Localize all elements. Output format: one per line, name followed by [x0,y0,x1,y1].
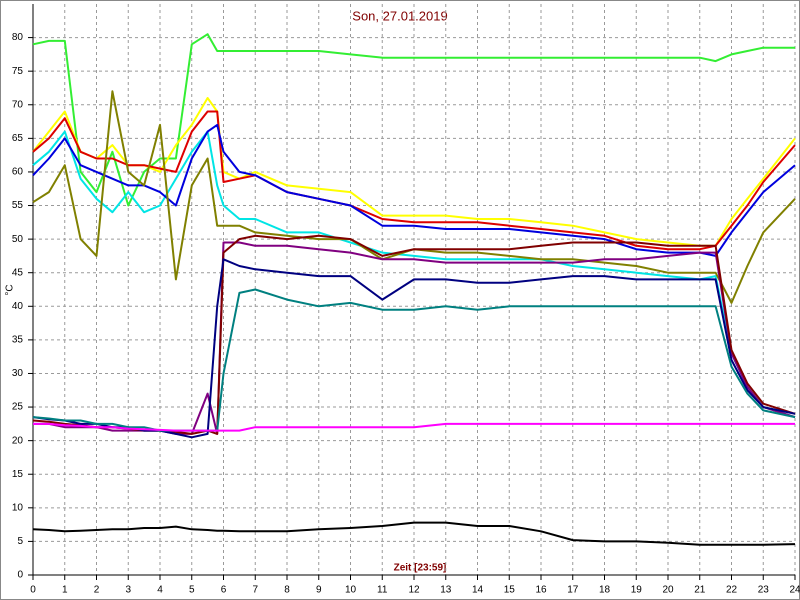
y-tick-label: 80 [12,32,24,43]
y-tick-label: 10 [12,502,24,513]
x-tick-label: 0 [30,585,36,596]
y-tick-label: 65 [12,133,24,144]
x-tick-label: 23 [758,585,770,596]
x-tick-label: 7 [252,585,258,596]
x-tick-label: 24 [789,585,800,596]
series-line [33,241,796,435]
y-tick-label: 0 [17,570,23,581]
x-tick-label: 4 [157,585,163,596]
y-tick-label: 60 [12,167,24,178]
y-tick-label: 45 [12,267,24,278]
series-line [32,130,796,419]
y-tick-label: 30 [12,368,24,379]
x-tick-label: 9 [316,585,322,596]
y-tick-label: 25 [12,402,24,413]
y-tick-label: 40 [12,301,24,312]
y-axis-label: °C [5,284,16,295]
x-tick-label: 10 [345,585,357,596]
x-tick-label: 5 [189,585,195,596]
x-tick-label: 6 [221,585,227,596]
x-tick-label: 13 [440,585,452,596]
series-line [32,33,795,207]
y-tick-label: 70 [12,99,24,110]
x-tick-label: 12 [408,585,420,596]
y-tick-label: 75 [12,66,24,77]
x-tick-label: 1 [62,585,68,596]
x-tick-label: 16 [535,585,547,596]
y-tick-label: 50 [12,234,24,245]
y-tick-label: 20 [12,435,24,446]
y-tick-label: 55 [12,200,24,211]
series-line [32,521,796,546]
x-tick-label: 3 [125,585,131,596]
series-line [32,288,796,432]
x-tick-label: 14 [472,585,484,596]
y-tick-label: 15 [12,469,24,480]
x-tick-label: 2 [94,585,100,596]
x-tick-label: 15 [504,585,516,596]
x-tick-label: 20 [662,585,674,596]
x-tick-label: 19 [631,585,643,596]
series-line [32,123,796,257]
x-tick-label: 21 [694,585,706,596]
series-line [32,97,796,247]
x-tick-label: 22 [726,585,738,596]
y-tick-label: 5 [17,536,23,547]
x-tick-label: 18 [599,585,611,596]
chart-title: Son, 27.01.2019 [352,8,447,23]
x-axis-label: Zeit [23:59] [394,563,447,574]
y-tick-label: 35 [12,335,24,346]
series-line [32,90,796,304]
x-tick-label: 17 [567,585,579,596]
x-tick-label: 11 [377,585,388,596]
x-tick-label: 8 [284,585,290,596]
series-line [33,422,795,432]
